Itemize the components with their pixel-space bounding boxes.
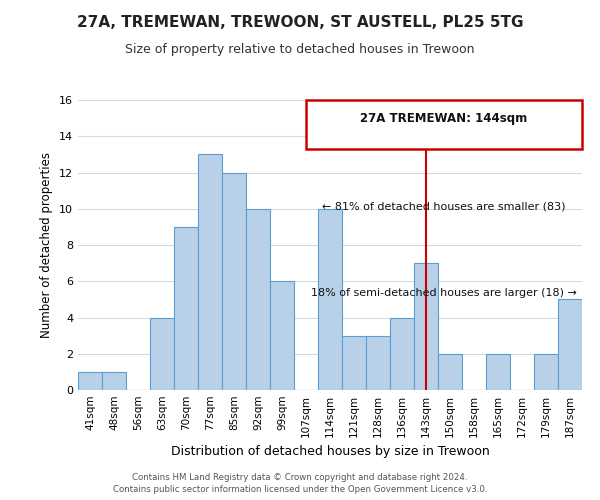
Bar [390,318,414,390]
Text: 18% of semi-detached houses are larger (18) →: 18% of semi-detached houses are larger (… [311,288,577,298]
Bar [150,318,174,390]
Bar [198,154,222,390]
Bar [318,209,342,390]
Text: 27A, TREMEWAN, TREWOON, ST AUSTELL, PL25 5TG: 27A, TREMEWAN, TREWOON, ST AUSTELL, PL25… [77,15,523,30]
Bar [270,281,294,390]
Text: Contains HM Land Registry data © Crown copyright and database right 2024.: Contains HM Land Registry data © Crown c… [132,472,468,482]
Text: Contains public sector information licensed under the Open Government Licence v3: Contains public sector information licen… [113,485,487,494]
FancyBboxPatch shape [306,100,582,149]
Bar [486,354,510,390]
Text: ← 81% of detached houses are smaller (83): ← 81% of detached houses are smaller (83… [322,202,566,211]
Bar [438,354,462,390]
Bar [102,372,126,390]
Bar [78,372,102,390]
Bar [246,209,270,390]
Bar [174,227,198,390]
Text: Size of property relative to detached houses in Trewoon: Size of property relative to detached ho… [125,42,475,56]
Y-axis label: Number of detached properties: Number of detached properties [40,152,53,338]
Bar [342,336,366,390]
Bar [366,336,390,390]
Text: 27A TREMEWAN: 144sqm: 27A TREMEWAN: 144sqm [361,112,527,124]
Bar [534,354,558,390]
X-axis label: Distribution of detached houses by size in Trewoon: Distribution of detached houses by size … [170,446,490,458]
Bar [414,263,438,390]
Bar [222,172,246,390]
Bar [558,300,582,390]
